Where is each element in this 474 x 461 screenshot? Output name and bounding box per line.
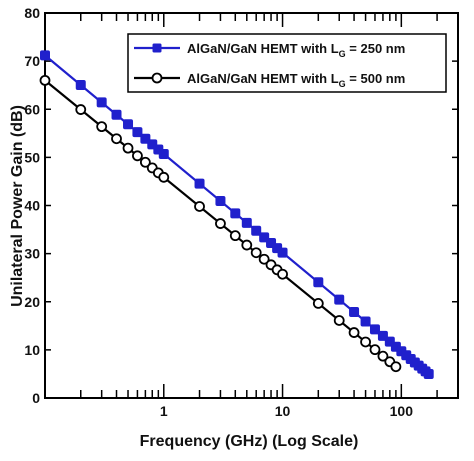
data-point (369, 344, 381, 356)
y-tick-label: 60 (24, 101, 40, 117)
x-tick-label: 100 (390, 403, 414, 419)
data-point (40, 50, 50, 61)
y-tick-label: 0 (32, 390, 40, 406)
data-point (75, 80, 86, 91)
data-point (123, 119, 134, 130)
data-point (132, 150, 143, 162)
x-tick-label: 1 (160, 403, 168, 419)
data-point (277, 247, 288, 258)
legend-label-prefix: AlGaN/GaN HEMT with L (187, 71, 339, 86)
data-point (390, 361, 402, 373)
data-point (39, 74, 51, 86)
data-point (215, 218, 226, 229)
y-tick-label: 30 (24, 246, 40, 262)
data-point (111, 109, 122, 120)
legend-label: AlGaN/GaN HEMT with LG = 250 nm (187, 41, 405, 59)
data-point (139, 156, 151, 168)
data-point (360, 316, 371, 327)
y-tick-label: 20 (24, 294, 40, 310)
legend-box (127, 33, 447, 93)
data-point (348, 327, 360, 338)
data-point (241, 217, 252, 228)
y-tick-label: 80 (24, 5, 40, 21)
series-1 (40, 50, 434, 379)
data-point (423, 368, 434, 379)
data-point (111, 133, 122, 145)
data-point (96, 97, 107, 108)
data-point (312, 298, 324, 309)
data-point (277, 268, 288, 280)
data-point (158, 148, 169, 159)
axis-ticks: 0 10 20 30 40 50 60 70 80 1 10 100 (24, 5, 459, 419)
legend-marker (152, 43, 162, 53)
data-point (369, 324, 380, 335)
legend-marker (151, 72, 163, 84)
legend-label: AlGaN/GaN HEMT with LG = 500 nm (187, 71, 405, 89)
legend-label-prefix: AlGaN/GaN HEMT with L (187, 41, 339, 56)
y-axis-label: Unilateral Power Gain (dB) (9, 105, 26, 307)
series-group (39, 50, 434, 379)
data-point (334, 294, 345, 305)
data-point (132, 127, 143, 138)
data-point (230, 208, 241, 219)
y-tick-label: 40 (24, 198, 40, 214)
data-point (215, 196, 226, 207)
series-2 (39, 74, 402, 373)
data-point (75, 104, 87, 115)
legend: AlGaN/GaN HEMT with LG = 250 nmAlGaN/GaN… (127, 33, 447, 93)
y-tick-label: 50 (24, 149, 40, 165)
y-tick-label: 70 (24, 53, 40, 69)
legend-entry-2: AlGaN/GaN HEMT with LG = 500 nm (134, 71, 405, 89)
data-point (251, 225, 262, 236)
data-point (349, 306, 360, 317)
legend-label-suffix: = 250 nm (346, 41, 406, 56)
data-point (229, 230, 241, 242)
data-point (241, 239, 253, 251)
y-tick-label: 10 (24, 342, 40, 358)
data-point (122, 142, 134, 154)
legend-label-suffix: = 500 nm (346, 71, 406, 86)
data-point (313, 277, 324, 288)
data-point (360, 336, 371, 348)
data-point (194, 178, 205, 189)
data-point (333, 315, 345, 326)
data-point (377, 350, 389, 362)
x-tick-label: 10 (275, 403, 291, 419)
x-axis-label: Frequency (GHz) (Log Scale) (140, 433, 359, 450)
legend-entry-1: AlGaN/GaN HEMT with LG = 250 nm (134, 41, 405, 59)
data-point (194, 201, 205, 212)
data-point (250, 247, 262, 259)
data-point (258, 253, 270, 265)
legend-label-subscript: G (339, 79, 346, 89)
legend-label-subscript: G (339, 49, 346, 59)
data-point (96, 121, 108, 133)
data-point (158, 171, 170, 183)
